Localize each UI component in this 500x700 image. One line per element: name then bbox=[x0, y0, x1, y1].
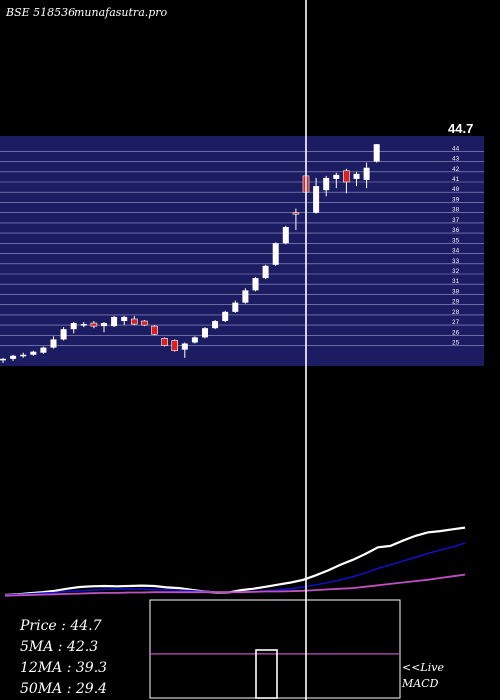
candle-body bbox=[262, 265, 269, 279]
macd-bar bbox=[255, 649, 278, 699]
stat-ma50: 50MA : 29.4 bbox=[20, 681, 107, 697]
stat-ma12: 12MA : 39.3 bbox=[20, 660, 107, 676]
price-tick-label: 29 bbox=[452, 299, 460, 306]
candle-body bbox=[222, 311, 229, 322]
candle-body bbox=[232, 302, 239, 312]
price-band-background bbox=[0, 136, 484, 366]
candle-body bbox=[111, 316, 118, 327]
macd-live-label: <<Live bbox=[402, 661, 444, 674]
price-tick-label: 31 bbox=[452, 278, 460, 285]
price-tick-label: 30 bbox=[452, 288, 460, 295]
price-grid bbox=[0, 151, 484, 346]
price-tick-label: 37 bbox=[452, 217, 460, 224]
candle-body bbox=[313, 186, 320, 213]
price-band bbox=[0, 136, 484, 366]
candle-body bbox=[181, 343, 188, 350]
price-tick-label: 25 bbox=[452, 340, 460, 347]
stats-panel: Price : 44.7 5MA : 42.3 12MA : 39.3 50MA… bbox=[2, 600, 148, 698]
candle-body bbox=[70, 323, 77, 330]
price-tick-labels: 25 26 27 28 29 30 31 32 33 34 35 36 37 38 39 40 41 42 43 44 bbox=[452, 145, 460, 346]
moving-averages bbox=[4, 526, 466, 597]
price-tick-label: 32 bbox=[452, 268, 460, 275]
candle-body bbox=[343, 170, 350, 183]
price-tick-label: 33 bbox=[452, 258, 460, 265]
candle-body bbox=[141, 320, 148, 326]
candle-body bbox=[292, 212, 300, 215]
ticker-label: BSE 518536 bbox=[5, 6, 75, 19]
price-tick-label: 38 bbox=[452, 207, 460, 214]
candle-body bbox=[131, 318, 138, 325]
ma-line-ma50 bbox=[4, 573, 466, 597]
candles bbox=[0, 144, 380, 363]
price-tick-label: 44 bbox=[452, 145, 460, 152]
candle-body bbox=[272, 243, 279, 265]
price-tick-label: 35 bbox=[452, 237, 460, 244]
price-tick-label: 39 bbox=[452, 196, 460, 203]
candle-body bbox=[80, 324, 87, 326]
candle-body bbox=[323, 177, 330, 191]
price-tick-label: 43 bbox=[452, 156, 460, 163]
candle-body bbox=[121, 316, 128, 322]
candle-body bbox=[60, 329, 67, 340]
candle-body bbox=[101, 323, 107, 327]
candle-body bbox=[202, 328, 208, 338]
stats-panel-background bbox=[2, 600, 148, 698]
candle-body bbox=[282, 226, 289, 244]
candle-body bbox=[363, 167, 370, 180]
price-tick-label: 36 bbox=[452, 227, 460, 234]
candle-body bbox=[40, 347, 47, 353]
price-tick-label: 27 bbox=[452, 319, 460, 326]
candle-body bbox=[20, 354, 27, 357]
candle-body bbox=[242, 290, 249, 303]
candle-body bbox=[161, 338, 168, 346]
stat-price: Price : 44.7 bbox=[19, 618, 102, 634]
candle-body bbox=[30, 351, 37, 355]
candle-body bbox=[333, 174, 340, 179]
site-label: munafasutra.pro bbox=[74, 6, 168, 19]
price-tick-label: 42 bbox=[452, 166, 460, 173]
candle-body bbox=[252, 278, 259, 291]
candle-body bbox=[191, 337, 198, 343]
candle-body bbox=[353, 173, 360, 179]
candle-body bbox=[151, 325, 158, 335]
macd-panel: <<Live MACD bbox=[149, 599, 444, 699]
macd-histogram bbox=[150, 649, 400, 699]
price-tick-label: 26 bbox=[452, 329, 460, 336]
candle-body bbox=[50, 339, 57, 348]
price-tick-label: 28 bbox=[452, 309, 460, 316]
candle-body bbox=[373, 144, 380, 162]
stat-ma5: 5MA : 42.3 bbox=[20, 639, 98, 655]
price-tick-label: 34 bbox=[452, 248, 460, 255]
price-tick-label: 40 bbox=[452, 186, 460, 193]
macd-name-label: MACD bbox=[401, 677, 439, 690]
candle-body bbox=[0, 358, 6, 361]
candle-body bbox=[10, 355, 17, 359]
last-price-label: 44.7 bbox=[448, 121, 473, 136]
price-tick-label: 41 bbox=[452, 176, 460, 183]
candle-body bbox=[171, 340, 178, 351]
candle-body bbox=[90, 322, 98, 327]
candle-body bbox=[212, 321, 219, 329]
